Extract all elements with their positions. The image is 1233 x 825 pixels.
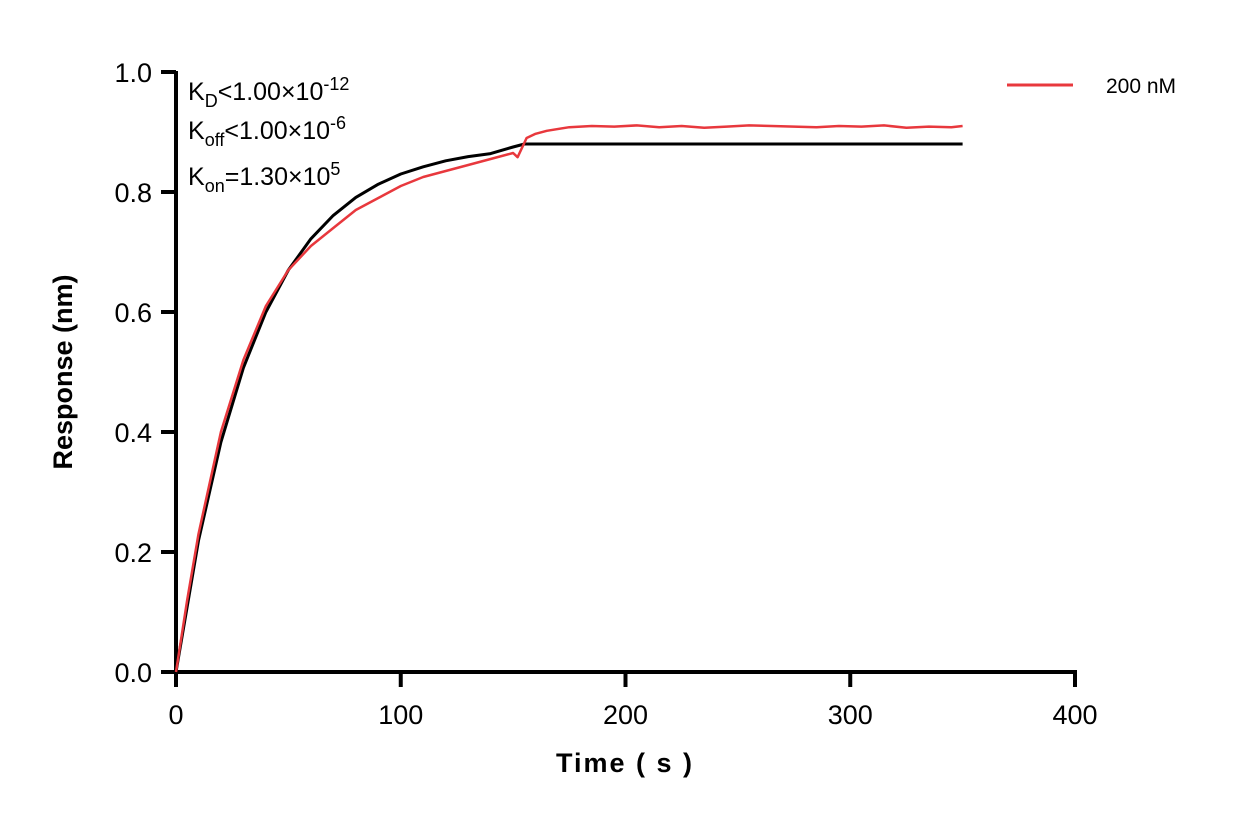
y-tick-label: 0.2 bbox=[114, 538, 152, 568]
kon-annotation: Kon=1.30×105 bbox=[188, 159, 340, 196]
series-200nm-line bbox=[174, 124, 963, 673]
y-tick-label: 0.0 bbox=[114, 658, 152, 688]
y-tick-label: 0.4 bbox=[114, 418, 152, 448]
y-tick-label: 1.0 bbox=[114, 58, 152, 88]
x-tick-label: 100 bbox=[378, 700, 423, 730]
y-tick-label: 0.8 bbox=[114, 178, 152, 208]
x-tick-label: 300 bbox=[828, 700, 873, 730]
x-tick-label: 400 bbox=[1052, 700, 1097, 730]
y-tick-label: 0.6 bbox=[114, 298, 152, 328]
x-axis-label: Time ( s ) bbox=[556, 748, 694, 778]
kinetics-annotation: KD<1.00×10-12 Koff<1.00×10-6 Kon=1.30×10… bbox=[188, 74, 349, 196]
x-tick-label: 200 bbox=[603, 700, 648, 730]
legend: 200 nM bbox=[1007, 75, 1176, 98]
fit-curve bbox=[174, 142, 963, 673]
kd-annotation: KD<1.00×10-12 bbox=[188, 74, 349, 111]
y-axis-label: Response (nm) bbox=[48, 274, 78, 469]
koff-annotation: Koff<1.00×10-6 bbox=[188, 113, 346, 150]
legend-label-200nm: 200 nM bbox=[1106, 75, 1176, 98]
x-tick-label: 0 bbox=[168, 700, 183, 730]
